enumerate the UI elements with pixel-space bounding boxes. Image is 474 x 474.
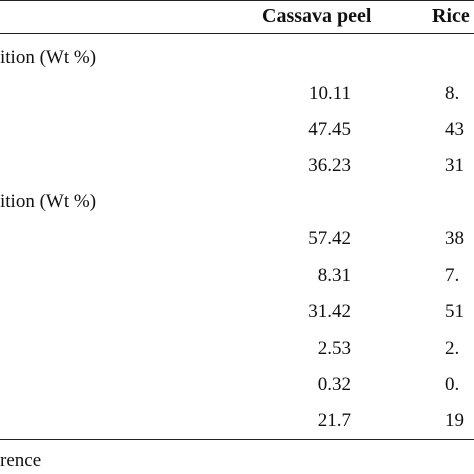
table-cell: 7.: [445, 265, 460, 286]
table-cell: 2.: [445, 338, 460, 359]
table-cell: 8.: [445, 83, 460, 104]
section-title-1: ition (Wt %): [0, 47, 97, 68]
top-rule: [0, 0, 474, 1]
table-cell: 43: [445, 119, 464, 140]
column-header-cassava-peel: Cassava peel: [262, 5, 372, 27]
column-header-rice: Rice: [432, 5, 470, 27]
table-cell: 47.45: [308, 119, 351, 140]
table-cell: 31: [445, 155, 464, 176]
table-cell: 36.23: [308, 155, 351, 176]
table-cell: 38: [445, 228, 464, 249]
table-cell: 8.31: [317, 265, 351, 286]
section-title-2: ition (Wt %): [0, 191, 97, 212]
table-cell: 0.: [445, 374, 460, 395]
footer-rule: [0, 439, 474, 440]
table-cell: 51: [445, 301, 464, 322]
table-cell: 0.32: [317, 374, 351, 395]
table-cell: 31.42: [308, 301, 351, 322]
table-cell: 19: [445, 410, 464, 431]
table-cell: 10.11: [308, 83, 351, 104]
table-cell: 2.53: [317, 338, 351, 359]
table-footer-text: rence: [0, 450, 42, 471]
table-cell: 57.42: [308, 228, 351, 249]
header-rule: [0, 33, 474, 34]
table-cell: 21.7: [317, 410, 351, 431]
